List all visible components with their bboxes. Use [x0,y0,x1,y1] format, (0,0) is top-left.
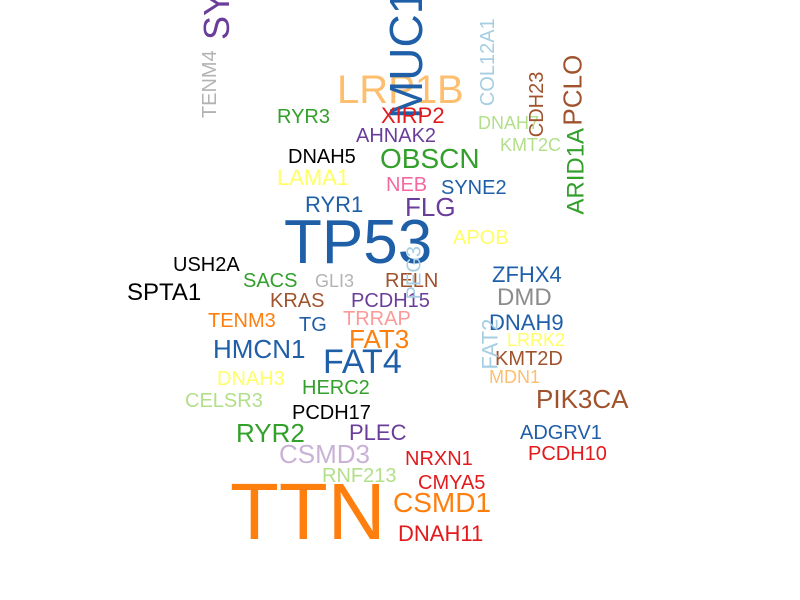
word-reln: RELN [385,270,439,292]
word-tg: TG [299,314,327,336]
word-spta1: SPTA1 [127,279,202,306]
word-nrxn1: NRXN1 [405,448,473,470]
word-pcdh17: PCDH17 [292,402,371,424]
word-neb: NEB [386,174,428,196]
word-apob: APOB [453,227,509,249]
word-zfhx4: ZFHX4 [492,262,562,287]
word-flg: FLG [405,192,456,222]
word-fat3: FAT3 [349,324,410,354]
word-syne2: SYNE2 [441,177,507,199]
word-hmcn1: HMCN1 [213,334,306,364]
word-lama1: LAMA1 [277,165,350,190]
word-sacs: SACS [243,270,298,292]
word-rnf213: RNF213 [322,465,397,487]
word-fat4: FAT4 [323,343,402,381]
word-tenm4: TENM4 [199,50,222,119]
word-ryr1: RYR1 [305,192,364,217]
word-kmt2c: KMT2C [500,135,562,155]
word-dnah3: DNAH3 [217,368,285,390]
word-ryr2: RYR2 [236,418,305,448]
word-tp53: TP53 [284,208,433,277]
word-ahnak2: AHNAK2 [356,125,437,147]
word-muc16: MUC16 [380,0,433,120]
word-peg3: PEG3 [403,245,426,300]
word-pik3ca: PIK3CA [536,384,629,414]
word-arid1a: ARID1A [562,127,590,215]
word-pcdh10: PCDH10 [528,443,607,465]
word-cmya5: CMYA5 [418,472,486,494]
word-dnah5: DNAH5 [288,146,356,168]
word-pcdh15: PCDH15 [351,290,430,312]
word-cdh23: CDH23 [526,71,549,138]
word-gli3: GLI3 [315,271,355,291]
word-kras: KRAS [270,290,325,312]
word-col12a1: COL12A1 [477,18,500,107]
word-adgrv1: ADGRV1 [520,422,602,444]
word-herc2: HERC2 [302,377,370,399]
word-kmt2d: KMT2D [495,348,563,370]
word-ttn: TTN [230,467,386,556]
word-obscn: OBSCN [380,143,480,174]
word-dnah11: DNAH11 [398,521,484,546]
word-xirp2: XIRP2 [381,103,445,128]
word-csmd1: CSMD1 [393,487,492,518]
word-csmd3: CSMD3 [279,439,371,469]
word-trrap: TRRAP [343,308,411,330]
word-mdn1: MDN1 [489,367,541,387]
word-fat2: FAT2 [477,318,503,370]
word-dnah7: DNAH7 [478,113,540,133]
word-ryr3: RYR3 [277,106,330,128]
word-plec: PLEC [349,420,407,445]
word-ush2a: USH2A [173,254,240,276]
word-lrp1b: LRP1B [337,68,464,112]
word-tenm3: TENM3 [208,310,276,332]
word-dnah9: DNAH9 [489,310,564,335]
word-pclo: PCLO [557,54,588,126]
word-lrrk2: LRRK2 [507,330,566,350]
word-dmd: DMD [497,284,552,311]
word-celsr3: CELSR3 [185,390,263,412]
word-syne1: SYNE1 [196,0,237,40]
